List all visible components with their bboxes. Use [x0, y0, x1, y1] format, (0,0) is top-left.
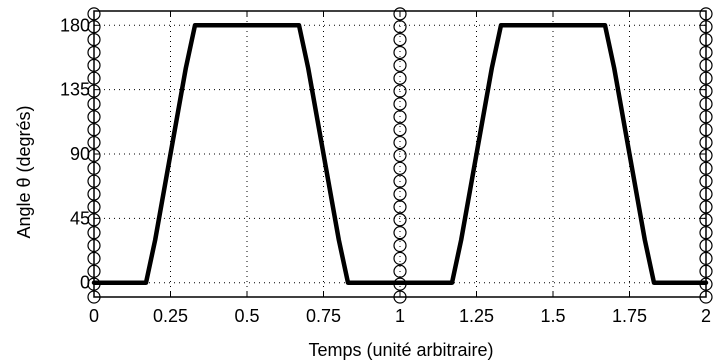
x-axis-label: Temps (unité arbitraire) [308, 340, 493, 360]
y-tick-label: 180 [60, 15, 90, 35]
x-tick-label: 1.25 [459, 306, 494, 326]
circle-marker [393, 213, 407, 227]
circle-marker [393, 174, 407, 188]
circle-marker [393, 110, 407, 124]
circle-marker [393, 161, 407, 175]
marker-layer [87, 7, 713, 304]
y-tick-label: 90 [70, 144, 90, 164]
angle-series-line [91, 23, 709, 285]
circle-marker [393, 238, 407, 253]
y-tick-label: 135 [60, 80, 90, 100]
x-tick-label: 0 [89, 306, 99, 326]
x-tick-label: 0.75 [306, 306, 341, 326]
circle-marker [393, 251, 407, 265]
line-layer [91, 23, 709, 285]
x-tick-label: 1 [395, 306, 405, 326]
circle-marker [393, 20, 407, 34]
circle-marker [393, 200, 407, 214]
x-tick-label: 0.5 [234, 306, 259, 326]
circle-marker [393, 226, 407, 240]
x-tick-label: 1.5 [540, 306, 565, 326]
y-axis-label: Angle θ (degrés) [14, 105, 34, 238]
circle-marker [393, 45, 407, 60]
tick-layer: 0 0.25 0.5 0.75 1 1.25 1.5 1.75 2 0 45 90 135 180 [60, 11, 711, 326]
circle-marker [393, 84, 407, 98]
circle-marker [393, 97, 407, 111]
circle-marker [393, 277, 407, 291]
circle-marker [393, 71, 407, 85]
circle-marker [393, 135, 407, 150]
circle-marker [393, 148, 407, 163]
y-tick-label: 45 [70, 208, 90, 228]
circle-marker [393, 7, 407, 21]
circle-marker [393, 123, 407, 137]
circle-marker [393, 32, 407, 47]
circle-marker [393, 58, 407, 72]
x-tick-label: 0.25 [153, 306, 188, 326]
y-tick-label: 0 [80, 273, 90, 293]
circle-marker [393, 264, 407, 278]
x-tick-label: 1.75 [612, 306, 647, 326]
grid-layer [93, 11, 707, 297]
x-tick-label: 2 [701, 306, 711, 326]
circle-marker [393, 187, 407, 201]
